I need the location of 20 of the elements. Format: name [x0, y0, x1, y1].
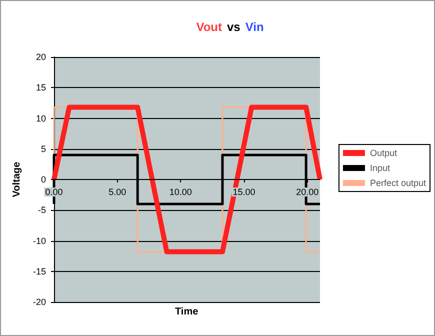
y-tick-label: -5 [38, 205, 46, 216]
y-tick-label: -10 [32, 236, 46, 246]
x-tick-label: 5.00 [108, 187, 126, 197]
y-tick-label: 15 [36, 82, 46, 93]
y-tick-label: 10 [36, 113, 46, 124]
x-tick-label: 10.00 [169, 187, 192, 197]
y-tick-label: 0 [40, 174, 46, 184]
y-axis-title: Voltage [12, 161, 22, 198]
legend-label: Perfect output [370, 178, 426, 188]
legend-label: Input [370, 163, 390, 173]
x-axis-title: Time [175, 306, 199, 318]
y-tick-label: 5 [40, 144, 46, 154]
legend-label: Output [370, 148, 398, 158]
y-tick-label: -15 [32, 266, 46, 276]
x-tick-label: 0.00 [45, 187, 63, 197]
chart-title: Vout vs Vin [196, 20, 264, 34]
x-tick-label: 15.00 [232, 187, 256, 197]
x-tick-label: 20.00 [296, 187, 319, 197]
y-tick-label: -20 [32, 297, 46, 307]
y-tick-label: 20 [36, 52, 46, 62]
